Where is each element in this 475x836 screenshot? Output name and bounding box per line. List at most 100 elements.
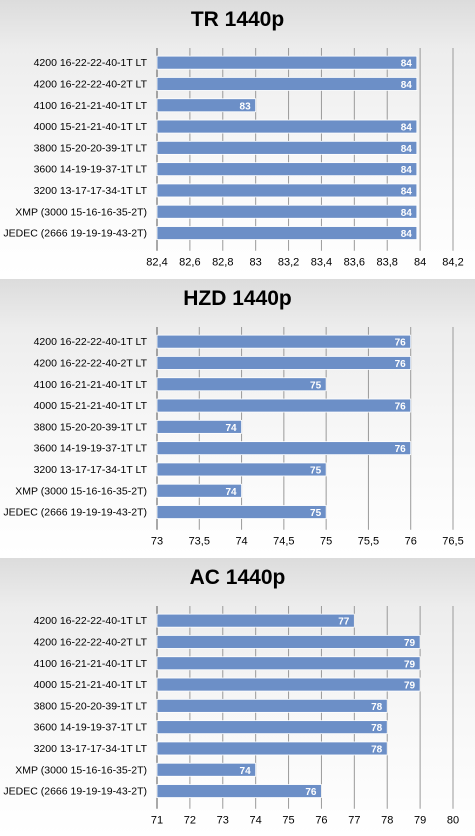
x-tick-label: 76,5: [442, 536, 463, 548]
bar: [156, 698, 388, 713]
category-label: 4100 16-21-21-40-1T LT: [34, 658, 148, 670]
bar: [156, 483, 242, 498]
x-tick-label: 83,4: [311, 257, 332, 269]
category-label: XMP (3000 15-16-16-35-2T): [15, 485, 147, 497]
value-label: 79: [404, 659, 416, 670]
bar: [156, 55, 418, 70]
bar: [156, 677, 421, 692]
x-tick-label: 84: [414, 257, 426, 269]
category-label: 3600 14-19-19-37-1T LT: [34, 722, 148, 734]
bar: [156, 741, 388, 756]
bar: [156, 377, 327, 392]
x-tick-label: 75: [282, 815, 294, 827]
bar: [156, 613, 355, 628]
value-label: 76: [395, 444, 407, 455]
x-tick-label: 73: [217, 815, 229, 827]
bar: [156, 119, 418, 134]
value-label: 78: [371, 702, 383, 713]
x-tick-label: 74,5: [273, 536, 294, 548]
category-label: 3800 15-20-20-39-1T LT: [34, 421, 148, 433]
x-tick-label: 82,4: [146, 257, 167, 269]
category-label: 3200 13-17-17-34-1T LT: [34, 464, 148, 476]
category-label: 4100 16-21-21-40-1T LT: [34, 100, 148, 112]
value-label: 84: [401, 186, 413, 197]
x-tick-label: 75: [320, 536, 332, 548]
chart-ac-svg: 71 72 73 74 75 76 77 78 79 80 4200 16-22-22-40-1T …: [3, 606, 459, 827]
bar: [156, 140, 418, 155]
chart-hzd-svg: 73 73,5 74 74,5 75 75,5 76 76,5 4200 16-22-22-40…: [3, 327, 464, 548]
value-label: 79: [404, 681, 416, 692]
category-label: 3200 13-17-17-34-1T LT: [34, 743, 148, 755]
bar: [156, 162, 418, 177]
bar: [156, 77, 418, 91]
category-label: 4200 16-22-22-40-2T LT: [34, 357, 148, 369]
category-label: 3800 15-20-20-39-1T LT: [34, 142, 148, 154]
value-label: 76: [305, 787, 317, 798]
category-label: 3800 15-20-20-39-1T LT: [34, 700, 148, 712]
category-label: XMP (3000 15-16-16-35-2T): [15, 764, 147, 776]
x-tick-label: 80: [447, 815, 459, 827]
value-label: 84: [401, 59, 413, 70]
chart-title: TR 1440p: [190, 8, 285, 31]
value-label: 83: [240, 101, 252, 112]
value-label: 74: [225, 423, 237, 434]
category-label: JEDEC (2666 19-19-19-43-2T): [3, 786, 147, 798]
category-label: JEDEC (2666 19-19-19-43-2T): [3, 228, 147, 240]
value-label: 76: [395, 338, 407, 349]
x-tick-label: 71: [151, 815, 163, 827]
value-label: 84: [401, 208, 413, 219]
bar: [156, 419, 242, 434]
value-label: 78: [371, 744, 383, 755]
bar: [156, 356, 412, 370]
value-label: 79: [404, 638, 416, 649]
bar: [156, 183, 418, 198]
chart-tr-svg: 82,4 82,6 82,8 83 83,2 83,4 83,6 83,8 84 84,2 4200…: [3, 48, 464, 269]
x-tick-label: 83,6: [344, 257, 365, 269]
chart-panel-tr: TR 1440p 82,4 82,6 82,8 83 83,2 83,4 83,6 83,8 8…: [0, 0, 475, 276]
value-label: 76: [395, 359, 407, 370]
value-label: 75: [310, 380, 322, 391]
category-label: 4200 16-22-22-40-1T LT: [34, 336, 148, 348]
value-label: 84: [401, 80, 413, 91]
category-label: 4200 16-22-22-40-2T LT: [34, 636, 148, 648]
category-label: 4200 16-22-22-40-1T LT: [34, 615, 148, 627]
category-label: 3600 14-19-19-37-1T LT: [34, 164, 148, 176]
x-tick-label: 78: [381, 815, 393, 827]
bar: [156, 635, 421, 649]
bar: [156, 784, 322, 798]
x-tick-label: 84,2: [442, 257, 463, 269]
x-tick-label: 83,2: [278, 257, 299, 269]
bar: [156, 204, 418, 219]
x-tick-label: 74: [250, 815, 262, 827]
x-tick-label: 75,5: [358, 536, 379, 548]
x-tick-label: 76: [315, 815, 327, 827]
bar: [156, 334, 412, 349]
category-label: 3200 13-17-17-34-1T LT: [34, 185, 148, 197]
bar: [156, 226, 418, 240]
value-label: 78: [371, 723, 383, 734]
x-tick-label: 73: [151, 536, 163, 548]
category-label: 4000 15-21-21-40-1T LT: [34, 679, 148, 691]
x-tick-label: 83,8: [377, 257, 398, 269]
value-label: 84: [401, 165, 413, 176]
bar: [156, 656, 421, 671]
chart-panel-ac: AC 1440p 71 72 73 74 75 76 77 78 79 80 4200 16-22-…: [0, 558, 475, 836]
bar: [156, 762, 257, 777]
x-tick-label: 82,6: [179, 257, 200, 269]
category-label: 4200 16-22-22-40-2T LT: [34, 78, 148, 90]
value-label: 77: [338, 617, 350, 628]
category-label: 3600 14-19-19-37-1T LT: [34, 443, 148, 455]
value-label: 76: [395, 402, 407, 413]
bar: [156, 398, 412, 413]
chart-panel-hzd: HZD 1440p 73 73,5 74 74,5 75 75,5 76 76,5 4200 1…: [0, 279, 475, 555]
x-tick-label: 74: [235, 536, 247, 548]
bar: [156, 720, 388, 735]
value-label: 84: [401, 144, 413, 155]
category-label: XMP (3000 15-16-16-35-2T): [15, 206, 147, 218]
category-label: 4000 15-21-21-40-1T LT: [34, 400, 148, 412]
value-label: 84: [401, 123, 413, 134]
x-tick-label: 73,5: [189, 536, 210, 548]
bar: [156, 441, 412, 456]
x-tick-label: 82,8: [212, 257, 233, 269]
x-tick-label: 76: [405, 536, 417, 548]
